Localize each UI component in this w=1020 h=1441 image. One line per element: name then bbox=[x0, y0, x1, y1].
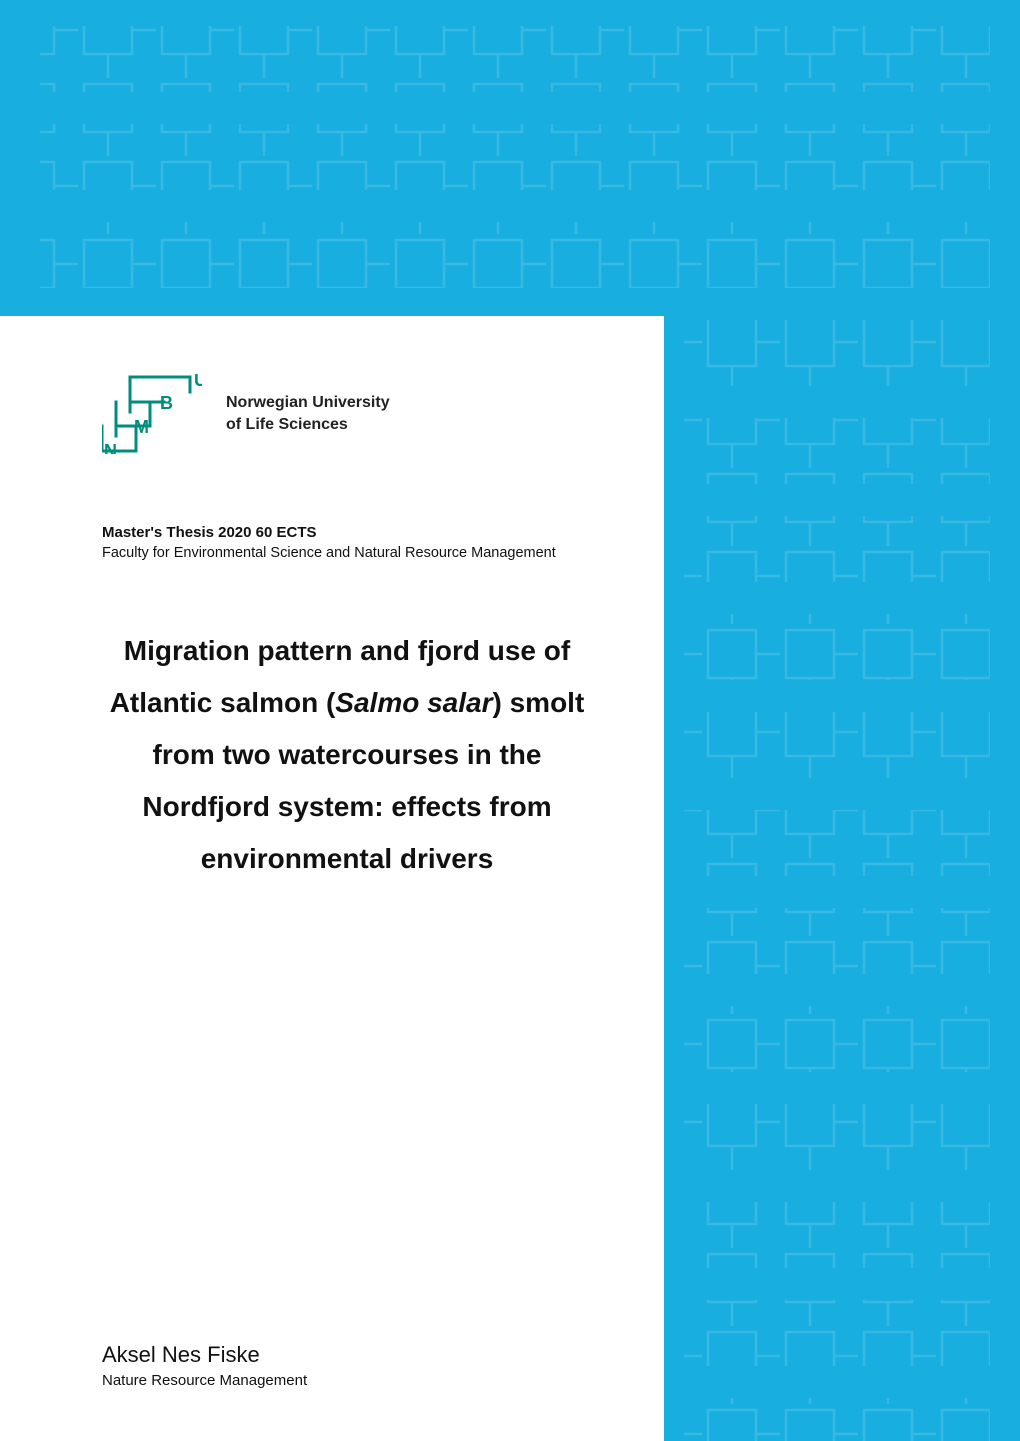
svg-text:B: B bbox=[160, 393, 173, 413]
author-name: Aksel Nes Fiske bbox=[102, 1342, 592, 1368]
svg-text:U: U bbox=[194, 374, 202, 390]
thesis-cover-page: U B M N Norwegian University of Life Sci… bbox=[0, 0, 1020, 1441]
author-program: Nature Resource Management bbox=[102, 1372, 592, 1389]
svg-text:N: N bbox=[104, 441, 117, 454]
logo-row: U B M N Norwegian University of Life Sci… bbox=[102, 374, 592, 454]
university-name-line2: of Life Sciences bbox=[226, 414, 390, 436]
thesis-title: Migration pattern and fjord use of Atlan… bbox=[107, 625, 587, 885]
title-italic: Salmo salar bbox=[335, 687, 492, 718]
faculty-name: Faculty for Environmental Science and Na… bbox=[102, 545, 592, 561]
author-block: Aksel Nes Fiske Nature Resource Manageme… bbox=[102, 1342, 592, 1389]
thesis-meta: Master's Thesis 2020 60 ECTS bbox=[102, 524, 592, 541]
svg-text:M: M bbox=[134, 417, 149, 437]
university-name: Norwegian University of Life Sciences bbox=[226, 392, 390, 435]
university-name-line1: Norwegian University bbox=[226, 392, 390, 414]
content-panel: U B M N Norwegian University of Life Sci… bbox=[0, 316, 664, 1441]
nmbu-logo: U B M N bbox=[102, 374, 202, 454]
